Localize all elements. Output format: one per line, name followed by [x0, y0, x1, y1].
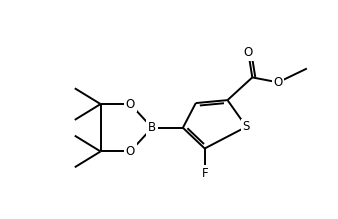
Text: O: O — [273, 76, 283, 89]
Text: O: O — [244, 46, 253, 59]
Text: S: S — [243, 120, 250, 133]
Text: F: F — [201, 167, 208, 180]
Text: B: B — [148, 121, 156, 134]
Text: O: O — [126, 98, 135, 111]
Text: O: O — [126, 145, 135, 158]
